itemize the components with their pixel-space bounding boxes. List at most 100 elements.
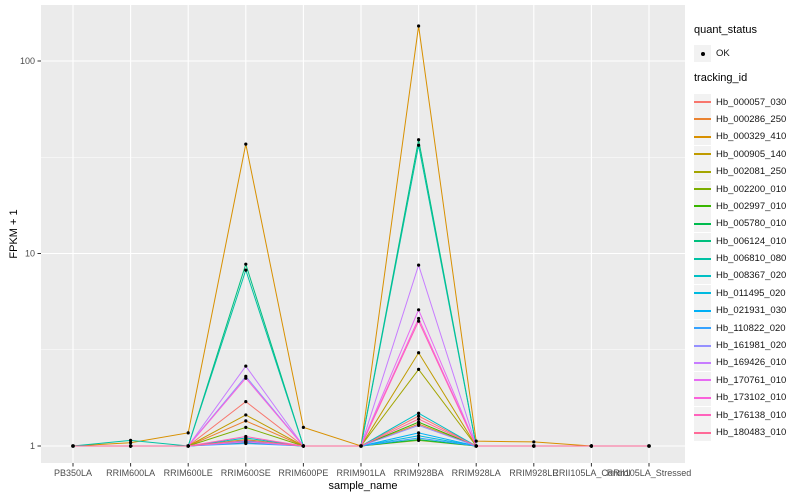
legend-item-Hb_002081_250: Hb_002081_250 — [694, 163, 798, 181]
x-tick-label: RRIM600LE — [164, 468, 213, 478]
legend-item-Hb_008367_020: Hb_008367_020 — [694, 267, 798, 285]
x-tick-label: RRIM600PE — [278, 468, 328, 478]
legend-key-line-icon — [694, 180, 711, 198]
x-tick-label: RRIM928LE — [509, 468, 558, 478]
x-tick-label: RRIM600LA — [106, 468, 155, 478]
legend-item-Hb_170761_010: Hb_170761_010 — [694, 371, 798, 389]
legend-item-Hb_021931_030: Hb_021931_030 — [694, 302, 798, 320]
legend-key-line-icon — [694, 250, 711, 268]
data-point — [71, 444, 75, 448]
legend-label: Hb_173102_010 — [716, 392, 787, 404]
data-point — [244, 376, 248, 380]
legend-key-line-icon — [694, 337, 711, 355]
legend-label: Hb_008367_020 — [716, 270, 787, 282]
legend-key-line-icon — [694, 371, 711, 389]
legend-key-line-icon — [694, 128, 711, 146]
legend-key-line-icon — [694, 232, 711, 250]
legend-label-ok: OK — [716, 48, 730, 60]
legend-key-line-icon — [694, 424, 711, 441]
data-point — [301, 444, 305, 448]
legend-label: Hb_110822_020 — [716, 322, 786, 334]
legend-label: Hb_006810_080 — [716, 253, 787, 265]
data-point — [244, 268, 248, 272]
data-point — [417, 417, 421, 421]
data-point — [474, 439, 478, 443]
legend-label: Hb_005780_010 — [716, 218, 787, 230]
legend-label: Hb_161981_020 — [716, 340, 787, 352]
data-point — [417, 414, 421, 418]
legend-item-Hb_000286_250: Hb_000286_250 — [694, 110, 798, 128]
x-axis-title: sample_name — [328, 480, 398, 492]
data-point — [532, 440, 536, 444]
data-point — [129, 444, 133, 448]
data-point — [129, 441, 133, 445]
legend-item-Hb_169426_010: Hb_169426_010 — [694, 354, 798, 372]
legend-item-Hb_000329_410: Hb_000329_410 — [694, 128, 798, 146]
legend-label: Hb_002997_010 — [716, 200, 787, 212]
legend-key-line-icon — [694, 406, 711, 424]
legend-title-tracking-id: tracking_id — [694, 72, 748, 85]
legend-key-line-icon — [694, 267, 711, 285]
legend-label: Hb_021931_030 — [716, 305, 787, 317]
legend-item-Hb_006124_010: Hb_006124_010 — [694, 232, 798, 250]
y-tick-label: 100 — [20, 56, 35, 66]
x-tick-label: RRIM928BA — [394, 468, 444, 478]
data-point — [417, 431, 421, 435]
data-point — [359, 444, 363, 448]
legend-label: Hb_000905_140 — [716, 148, 787, 160]
legend-label: Hb_176138_010 — [716, 409, 787, 421]
legend-key-line-icon — [694, 319, 711, 337]
data-point — [417, 351, 421, 355]
legend-item-Hb_002200_010: Hb_002200_010 — [694, 180, 798, 198]
legend-item-Hb_000057_030: Hb_000057_030 — [694, 93, 798, 111]
data-point — [244, 425, 248, 429]
legend-item-Hb_173102_010: Hb_173102_010 — [694, 389, 798, 407]
legend-item-Hb_006810_080: Hb_006810_080 — [694, 250, 798, 268]
x-tick-label: RRII105LA_Control — [552, 468, 630, 478]
data-point — [417, 436, 421, 440]
legend-label: Hb_000057_030 — [716, 96, 787, 108]
data-point — [244, 142, 248, 146]
data-point — [244, 262, 248, 266]
legend-key-line-icon — [694, 163, 711, 181]
legend-title-quant-status: quant_status — [694, 24, 757, 36]
data-point — [417, 308, 421, 312]
data-point — [301, 425, 305, 429]
data-point — [244, 413, 248, 417]
legend-item-Hb_011495_020: Hb_011495_020 — [694, 284, 798, 302]
legend-key-line-icon — [694, 302, 711, 320]
data-point — [244, 438, 248, 442]
legend-key-line-icon — [694, 110, 711, 128]
x-tick-label: RRII105LA_Stressed — [607, 468, 692, 478]
legend-label: Hb_000329_410 — [716, 131, 787, 143]
legend-item-Hb_005780_010: Hb_005780_010 — [694, 215, 798, 233]
legend-item-Hb_161981_020: Hb_161981_020 — [694, 337, 798, 355]
data-point — [129, 438, 133, 442]
axes: 1 10 100 PB350LA RRIM600LA RRIM600LE RRIM600SE… — [20, 56, 691, 478]
y-axis-title: FPKM + 1 — [8, 209, 20, 259]
legend-label: Hb_000286_250 — [716, 113, 787, 125]
ok-point-icon — [694, 45, 711, 63]
legend-key-line-icon — [694, 354, 711, 372]
plot-panel — [41, 5, 685, 463]
legend-label: Hb_002200_010 — [716, 183, 787, 195]
legend-item-Hb_176138_010: Hb_176138_010 — [694, 406, 798, 424]
data-point — [417, 420, 421, 424]
legend-key-line-icon — [694, 93, 711, 111]
legend-tracking-items: Hb_000057_030 Hb_000286_250 Hb_000329_410 H… — [694, 93, 798, 441]
data-point — [417, 411, 421, 415]
legend-label: Hb_169426_010 — [716, 357, 787, 369]
y-tick-label: 10 — [25, 249, 35, 259]
legend: quant_status OK tracking_id Hb_000057_03… — [694, 24, 798, 441]
data-point — [647, 444, 651, 448]
x-tick-label: RRIM928LA — [452, 468, 501, 478]
legend-key-line-icon — [694, 197, 711, 215]
data-point — [244, 400, 248, 404]
legend-item-Hb_180483_010: Hb_180483_010 — [694, 424, 798, 441]
legend-key-line-icon — [694, 215, 711, 233]
legend-item-ok: OK — [694, 45, 798, 63]
x-tick-label: RRIM600SE — [221, 468, 271, 478]
data-point — [417, 138, 421, 142]
